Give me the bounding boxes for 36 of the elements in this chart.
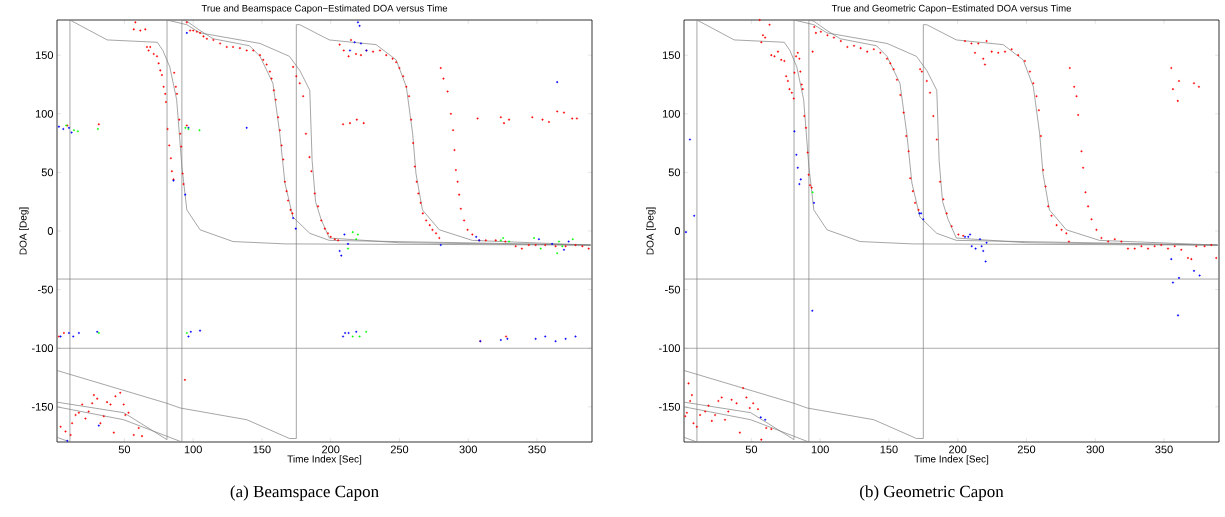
y-tick-label: 150 <box>662 51 681 60</box>
y-tick-label: -100 <box>31 344 54 353</box>
y-tick-label: 100 <box>662 109 681 118</box>
x-tick-label: 150 <box>880 445 898 454</box>
chart-title: True and Geometric Capon−Estimated DOA versus Time <box>831 4 1071 14</box>
x-tick-label: 250 <box>1017 445 1036 454</box>
text: (b) Geometric Capon <box>860 485 1004 501</box>
y-tick-label: 0 <box>674 227 681 235</box>
y-tick-label: 0 <box>47 227 54 235</box>
x-tick-label: 350 <box>1155 445 1173 454</box>
x-tick-label: 200 <box>322 445 340 454</box>
x-axis-title: Time Index [Sec] <box>287 455 362 465</box>
x-axis-title: Time Index [Sec] <box>914 455 989 465</box>
x-tick-label: 250 <box>390 445 409 454</box>
y-tick-label: -100 <box>658 344 681 353</box>
y-tick-label: 150 <box>35 51 54 60</box>
y-tick-label: 50 <box>41 168 54 177</box>
chart-title: True and Beamspace Capon−Estimated DOA versus Time <box>201 4 448 14</box>
x-tick-label: 150 <box>253 445 271 454</box>
x-tick-label: 300 <box>1086 445 1104 454</box>
text: (a) Beamspace Capon <box>230 485 379 501</box>
y-tick-label: 50 <box>668 168 681 177</box>
x-tick-label: 50 <box>745 445 758 454</box>
y-axis-title: DOA [Deg] <box>646 207 656 255</box>
y-tick-label: -150 <box>31 402 54 411</box>
x-tick-label: 100 <box>184 445 202 454</box>
y-tick-label: -50 <box>665 285 681 294</box>
y-axis-title: DOA [Deg] <box>19 207 29 255</box>
y-tick-label: -50 <box>38 285 54 294</box>
y-tick-label: -150 <box>658 402 681 411</box>
x-tick-label: 350 <box>528 445 546 454</box>
x-tick-label: 200 <box>949 445 967 454</box>
x-tick-label: 50 <box>118 445 131 454</box>
y-tick-label: 100 <box>35 109 54 118</box>
x-tick-label: 100 <box>811 445 829 454</box>
x-tick-label: 300 <box>459 445 477 454</box>
